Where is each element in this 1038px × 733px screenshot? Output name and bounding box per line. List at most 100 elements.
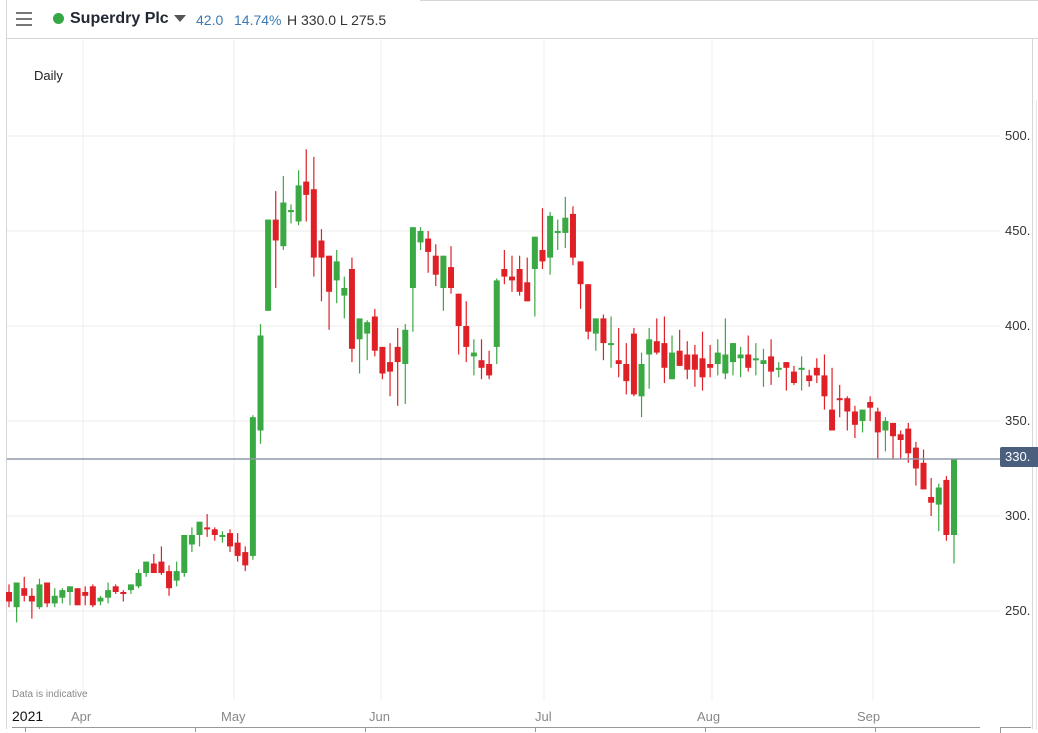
candle-down[interactable] (653, 341, 660, 353)
candle-up[interactable] (280, 202, 287, 247)
candle-down[interactable] (448, 267, 455, 288)
candle-down[interactable] (524, 282, 531, 302)
candle-down[interactable] (455, 293, 462, 326)
candle-up[interactable] (341, 288, 348, 296)
hamburger-menu-icon[interactable] (16, 12, 32, 26)
candle-down[interactable] (676, 350, 683, 366)
candle-down[interactable] (371, 316, 378, 351)
candle-down[interactable] (387, 362, 394, 372)
candle-up[interactable] (143, 561, 150, 573)
candle-down[interactable] (928, 497, 935, 503)
candle-down[interactable] (920, 462, 927, 490)
candle-down[interactable] (897, 434, 904, 440)
candle-down[interactable] (28, 595, 35, 602)
candle-up[interactable] (51, 595, 58, 604)
candle-down[interactable] (120, 592, 127, 594)
candle-up[interactable] (333, 261, 340, 281)
candle-down[interactable] (112, 586, 119, 592)
candle-up[interactable] (440, 255, 447, 288)
candle-down[interactable] (630, 333, 637, 395)
candle-down[interactable] (890, 422, 897, 437)
candle-down[interactable] (600, 318, 607, 344)
candle-down[interactable] (821, 375, 828, 397)
candle-down[interactable] (867, 402, 874, 408)
candle-up[interactable] (714, 352, 721, 364)
candle-up[interactable] (859, 409, 866, 421)
candle-up[interactable] (287, 210, 294, 213)
candle-up[interactable] (219, 535, 226, 537)
candle-down[interactable] (425, 238, 432, 252)
candle-up[interactable] (409, 227, 416, 288)
candle-up[interactable] (729, 343, 736, 363)
candle-up[interactable] (356, 318, 363, 340)
candle-down[interactable] (394, 346, 401, 363)
candle-down[interactable] (569, 213, 576, 258)
candle-down[interactable] (912, 447, 919, 469)
chart-area[interactable] (6, 39, 1005, 729)
candle-up[interactable] (951, 459, 957, 535)
candle-up[interactable] (36, 584, 43, 608)
candle-down[interactable] (326, 255, 333, 292)
candle-up[interactable] (493, 280, 500, 347)
candle-down[interactable] (318, 240, 325, 258)
candle-up[interactable] (188, 535, 195, 545)
candle-up[interactable] (775, 367, 782, 370)
candle-up[interactable] (737, 354, 744, 359)
candle-up[interactable] (722, 354, 729, 374)
candle-down[interactable] (303, 181, 310, 195)
candle-up[interactable] (181, 535, 188, 573)
candle-down[interactable] (6, 592, 12, 602)
candle-up[interactable] (554, 231, 561, 233)
candle-up[interactable] (295, 185, 302, 222)
candle-down[interactable] (905, 428, 912, 454)
candle-up[interactable] (592, 318, 599, 334)
candle-down[interactable] (21, 588, 28, 596)
candle-up[interactable] (135, 573, 142, 587)
candle-down[interactable] (516, 269, 523, 292)
candle-down[interactable] (707, 364, 714, 368)
candle-down[interactable] (806, 375, 813, 382)
candle-down[interactable] (310, 189, 317, 258)
candle-down[interactable] (745, 354, 752, 368)
candle-down[interactable] (89, 586, 96, 606)
candle-up[interactable] (608, 343, 615, 346)
candle-down[interactable] (661, 343, 668, 368)
candle-down[interactable] (82, 592, 89, 596)
candle-up[interactable] (531, 236, 538, 269)
candle-up[interactable] (760, 360, 767, 364)
candle-down[interactable] (501, 269, 508, 277)
candle-up[interactable] (417, 231, 424, 243)
candle-up[interactable] (265, 219, 272, 311)
candle-down[interactable] (684, 354, 691, 370)
candle-up[interactable] (882, 421, 889, 431)
candle-down[interactable] (379, 346, 386, 374)
candle-down[interactable] (486, 364, 493, 376)
candle-down[interactable] (851, 411, 858, 425)
candle-down[interactable] (211, 529, 218, 535)
scrollbar-track[interactable] (1036, 100, 1037, 730)
candle-down[interactable] (166, 571, 173, 589)
candle-down[interactable] (623, 364, 630, 382)
candle-down[interactable] (615, 360, 622, 364)
candle-down[interactable] (432, 255, 439, 275)
candle-up[interactable] (257, 335, 264, 431)
candle-down[interactable] (74, 588, 81, 606)
candle-up[interactable] (13, 582, 20, 608)
candle-up[interactable] (798, 367, 805, 370)
instrument-name[interactable]: Superdry Plc (70, 10, 169, 27)
candle-up[interactable] (646, 339, 653, 355)
candle-down[interactable] (272, 219, 279, 241)
candle-down[interactable] (577, 261, 584, 285)
candle-up[interactable] (935, 487, 942, 505)
candle-down[interactable] (478, 360, 485, 368)
candle-up[interactable] (173, 571, 180, 581)
candle-up[interactable] (752, 358, 759, 361)
candle-down[interactable] (463, 326, 470, 347)
candle-up[interactable] (669, 352, 676, 380)
candle-down[interactable] (44, 582, 51, 604)
candle-up[interactable] (402, 329, 409, 364)
candle-down[interactable] (508, 276, 515, 281)
candle-up[interactable] (105, 590, 112, 598)
candle-up[interactable] (547, 215, 554, 258)
